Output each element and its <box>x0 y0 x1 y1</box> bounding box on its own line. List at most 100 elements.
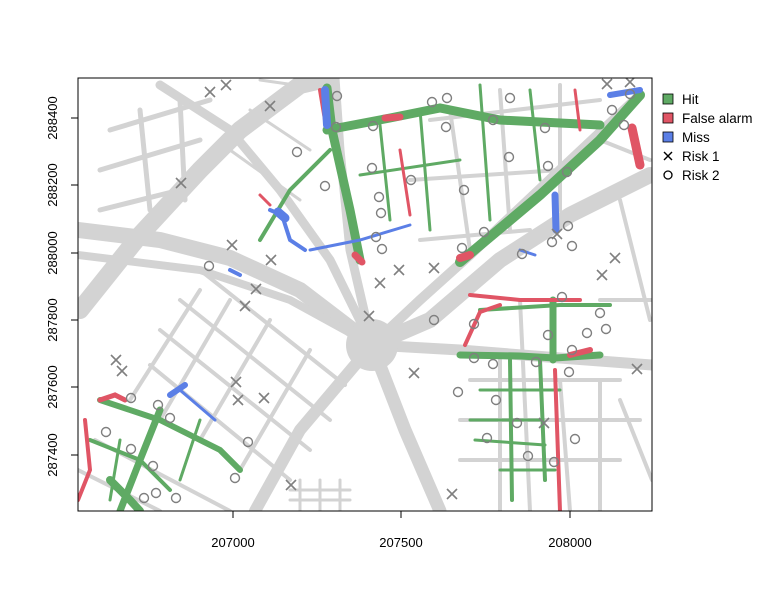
risk-2-circle <box>594 307 606 319</box>
miss-stroke <box>551 191 560 234</box>
false-alarm-stroke <box>627 123 645 170</box>
risk-2-circle <box>566 240 578 252</box>
legend-label-miss: Miss <box>682 130 710 145</box>
risk-1-cross <box>446 488 458 500</box>
miss-stroke <box>273 207 290 223</box>
risk-2-circle <box>125 392 137 404</box>
road-major <box>78 78 339 319</box>
risk-1-cross <box>609 252 621 264</box>
risk-2-circle <box>170 492 182 504</box>
false-alarm-swatch <box>662 112 674 124</box>
risk-1-cross <box>363 310 375 322</box>
roundabout <box>346 319 398 371</box>
legend-item-risk-2: Risk 2 <box>663 168 720 183</box>
risk-2-circle <box>458 184 470 196</box>
risk-2-circle <box>563 366 575 378</box>
risk-2-circle <box>376 243 388 255</box>
road-major <box>155 80 377 350</box>
risk-2-circle <box>242 436 254 448</box>
risk-1-cross <box>230 376 242 388</box>
risk-1-cross <box>624 78 636 88</box>
risk-2-circle <box>152 399 164 411</box>
risk-2-circle <box>504 92 516 104</box>
legend-item-false-alarm: False alarm <box>662 111 753 126</box>
risk-2-circle <box>405 174 417 186</box>
cross-icon <box>663 151 673 161</box>
risk-2-circle <box>426 96 438 108</box>
risk-2-circle <box>566 344 578 356</box>
risk-1-cross <box>175 177 187 189</box>
x-tick-label: 208000 <box>548 535 591 550</box>
x-tick-label: 207500 <box>379 535 422 550</box>
risk-1-cross <box>204 86 216 98</box>
risk-2-circle <box>542 329 554 341</box>
risk-2-circle <box>487 114 499 126</box>
circle-icon <box>663 170 673 180</box>
risk-2-circle <box>440 121 452 133</box>
risk-2-circle <box>452 386 464 398</box>
legend-label-false-alarm: False alarm <box>682 111 753 126</box>
risk-2-circle <box>618 119 630 131</box>
risk-2-circle <box>147 460 159 472</box>
risk-2-circle <box>468 352 480 364</box>
risk-2-circle <box>624 88 636 100</box>
risk-2-circle <box>561 166 573 178</box>
road-network <box>78 78 652 511</box>
false-alarm-stroke <box>381 113 404 122</box>
y-tick-label: 287800 <box>45 298 60 341</box>
risk-2-circle <box>522 450 534 462</box>
risk-2-circle <box>366 162 378 174</box>
risk-2-circle <box>456 242 468 254</box>
risk-2-circle <box>428 314 440 326</box>
risk-2-circle <box>478 226 490 238</box>
risk-2-markers <box>100 88 636 504</box>
legend-label-risk-2: Risk 2 <box>682 168 720 183</box>
false-alarm-stroke <box>258 193 272 207</box>
risk-2-circle <box>373 191 385 203</box>
risk-2-circle <box>100 426 112 438</box>
y-tick-label: 288000 <box>45 231 60 274</box>
hit-segments <box>88 83 645 511</box>
risk-1-cross <box>596 269 608 281</box>
risk-2-circle <box>542 160 554 172</box>
false-alarm-stroke <box>398 148 412 217</box>
risk-1-cross <box>265 254 277 266</box>
false-alarm-segments <box>78 88 645 511</box>
risk-2-circle <box>125 443 137 455</box>
road-major <box>78 251 376 349</box>
risk-1-cross <box>631 363 643 375</box>
risk-1-cross <box>220 79 232 91</box>
false-alarm-stroke <box>573 88 582 132</box>
risk-2-circle <box>229 472 241 484</box>
risk-2-circle <box>511 417 523 429</box>
risk-2-circle <box>481 432 493 444</box>
risk-2-circle <box>331 90 343 102</box>
risk-2-circle <box>530 356 542 368</box>
false-alarm-stroke <box>351 251 366 266</box>
false-alarm-stroke <box>78 418 93 502</box>
risk-1-cross <box>428 262 440 274</box>
risk-2-circle <box>546 236 558 248</box>
y-tick-label: 287400 <box>45 433 60 476</box>
risk-1-cross <box>374 277 386 289</box>
x-tick-label: 207000 <box>211 535 254 550</box>
miss-stroke <box>518 248 537 257</box>
risk-2-circle <box>138 492 150 504</box>
risk-1-cross <box>285 479 297 491</box>
risk-2-circle <box>556 291 568 303</box>
legend: Hit False alarm Miss Risk 1 Risk 2 <box>662 92 753 183</box>
miss-stroke <box>167 382 188 398</box>
legend-item-miss: Miss <box>662 130 710 145</box>
miss-stroke <box>308 223 412 252</box>
y-axis: 287400 287600 287800 288000 288200 28840… <box>45 96 79 477</box>
legend-label-hit: Hit <box>682 92 699 107</box>
risk-1-cross <box>538 417 550 429</box>
miss-stroke <box>321 86 331 129</box>
risk-2-circle <box>548 456 560 468</box>
miss-swatch <box>662 131 674 143</box>
risk-2-circle <box>441 92 453 104</box>
risk-1-cross <box>226 239 238 251</box>
miss-stroke <box>607 87 643 98</box>
risk-1-cross <box>250 283 262 295</box>
